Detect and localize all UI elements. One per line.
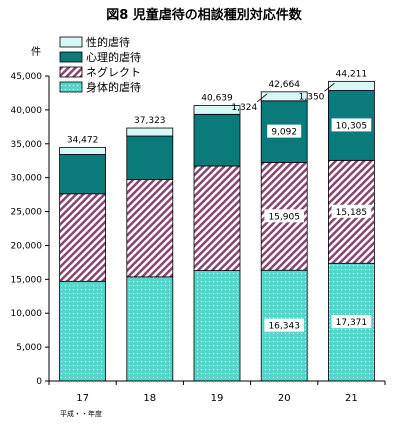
- leader-line: [256, 93, 268, 103]
- x-tick-label: 20: [278, 393, 291, 404]
- bar-segment: [126, 276, 174, 382]
- total-label: 44,211: [336, 69, 368, 79]
- y-tick-label: 30,000: [11, 174, 43, 184]
- segment-label-bg: [267, 124, 302, 138]
- bars: [59, 80, 375, 382]
- x-tick-label: 21: [345, 393, 358, 404]
- y-tick-label: 45,000: [11, 72, 43, 82]
- segment-label: 17,371: [336, 318, 368, 328]
- total-label: 42,664: [268, 80, 300, 90]
- total-label: 40,639: [201, 94, 233, 104]
- segment-label: 10,305: [336, 121, 368, 131]
- y-tick-label: 5,000: [16, 343, 42, 353]
- bar-segment: [126, 127, 174, 137]
- segment-label-bg: [264, 209, 304, 223]
- total-label: 34,472: [67, 135, 99, 145]
- segment-label: 15,185: [336, 208, 368, 218]
- legend-swatch: [59, 51, 83, 63]
- legend-label: 性的虐待: [86, 35, 130, 49]
- y-tick-label: 40,000: [11, 106, 43, 116]
- y-tick-label: 20,000: [11, 241, 43, 251]
- x-tick-label: 19: [211, 393, 224, 404]
- legend-label: ネグレクト: [86, 65, 141, 79]
- x-axis-label: 平成・・年度: [60, 409, 102, 418]
- bar-segment: [193, 270, 241, 382]
- segment-label: 9,092: [271, 128, 297, 138]
- y-tick-label: 0: [36, 377, 42, 387]
- x-tick-label: 18: [143, 393, 156, 404]
- data-labels: 34,472 37,323 40,639 42,664 44,211 16,343 15,9…: [67, 69, 372, 332]
- x-tick-label: 17: [76, 393, 89, 404]
- y-axis-unit: 件: [31, 46, 41, 58]
- bar-segment: [126, 135, 174, 180]
- bar-segment: [59, 193, 106, 282]
- legend-label: 身体的虐待: [86, 80, 141, 94]
- bar-segment: [193, 105, 241, 115]
- y-axis: 0 5,000 10,000 15,000 20,000 25,000 30,000 35,0…: [11, 72, 50, 387]
- bar-segment: [193, 113, 241, 167]
- bar-segment: [193, 165, 241, 271]
- bar-segment: [260, 91, 308, 102]
- total-label: 37,323: [134, 116, 166, 126]
- x-axis: 17 18 19 20 21: [48, 380, 386, 404]
- legend-swatch: [59, 36, 83, 48]
- y-tick-label: 35,000: [11, 140, 43, 150]
- y-tick-label: 15,000: [11, 275, 43, 285]
- segment-label: 15,905: [268, 212, 300, 222]
- legend-swatch: [59, 81, 83, 93]
- chart-title: 図8 児童虐待の相談種別対応件数: [106, 7, 303, 23]
- y-tick-label: 25,000: [11, 208, 43, 218]
- segment-label: 1,324: [231, 103, 257, 113]
- leader-line: [324, 83, 335, 92]
- bar-segment: [59, 280, 106, 382]
- segment-label: 16,343: [268, 322, 300, 332]
- bar-segment: [327, 80, 375, 91]
- segment-label: 1,350: [299, 92, 325, 102]
- bar-segment: [59, 154, 106, 195]
- legend-swatch: [59, 66, 83, 78]
- legend-label: 心理的虐待: [86, 50, 141, 64]
- segment-label-bg: [264, 318, 304, 332]
- bar-segment: [126, 179, 174, 278]
- y-tick-label: 10,000: [11, 309, 43, 319]
- bar-segment: [59, 146, 106, 155]
- segment-label-bg: [331, 118, 372, 132]
- segment-label-bg: [331, 204, 372, 218]
- segment-label-bg: [331, 315, 372, 329]
